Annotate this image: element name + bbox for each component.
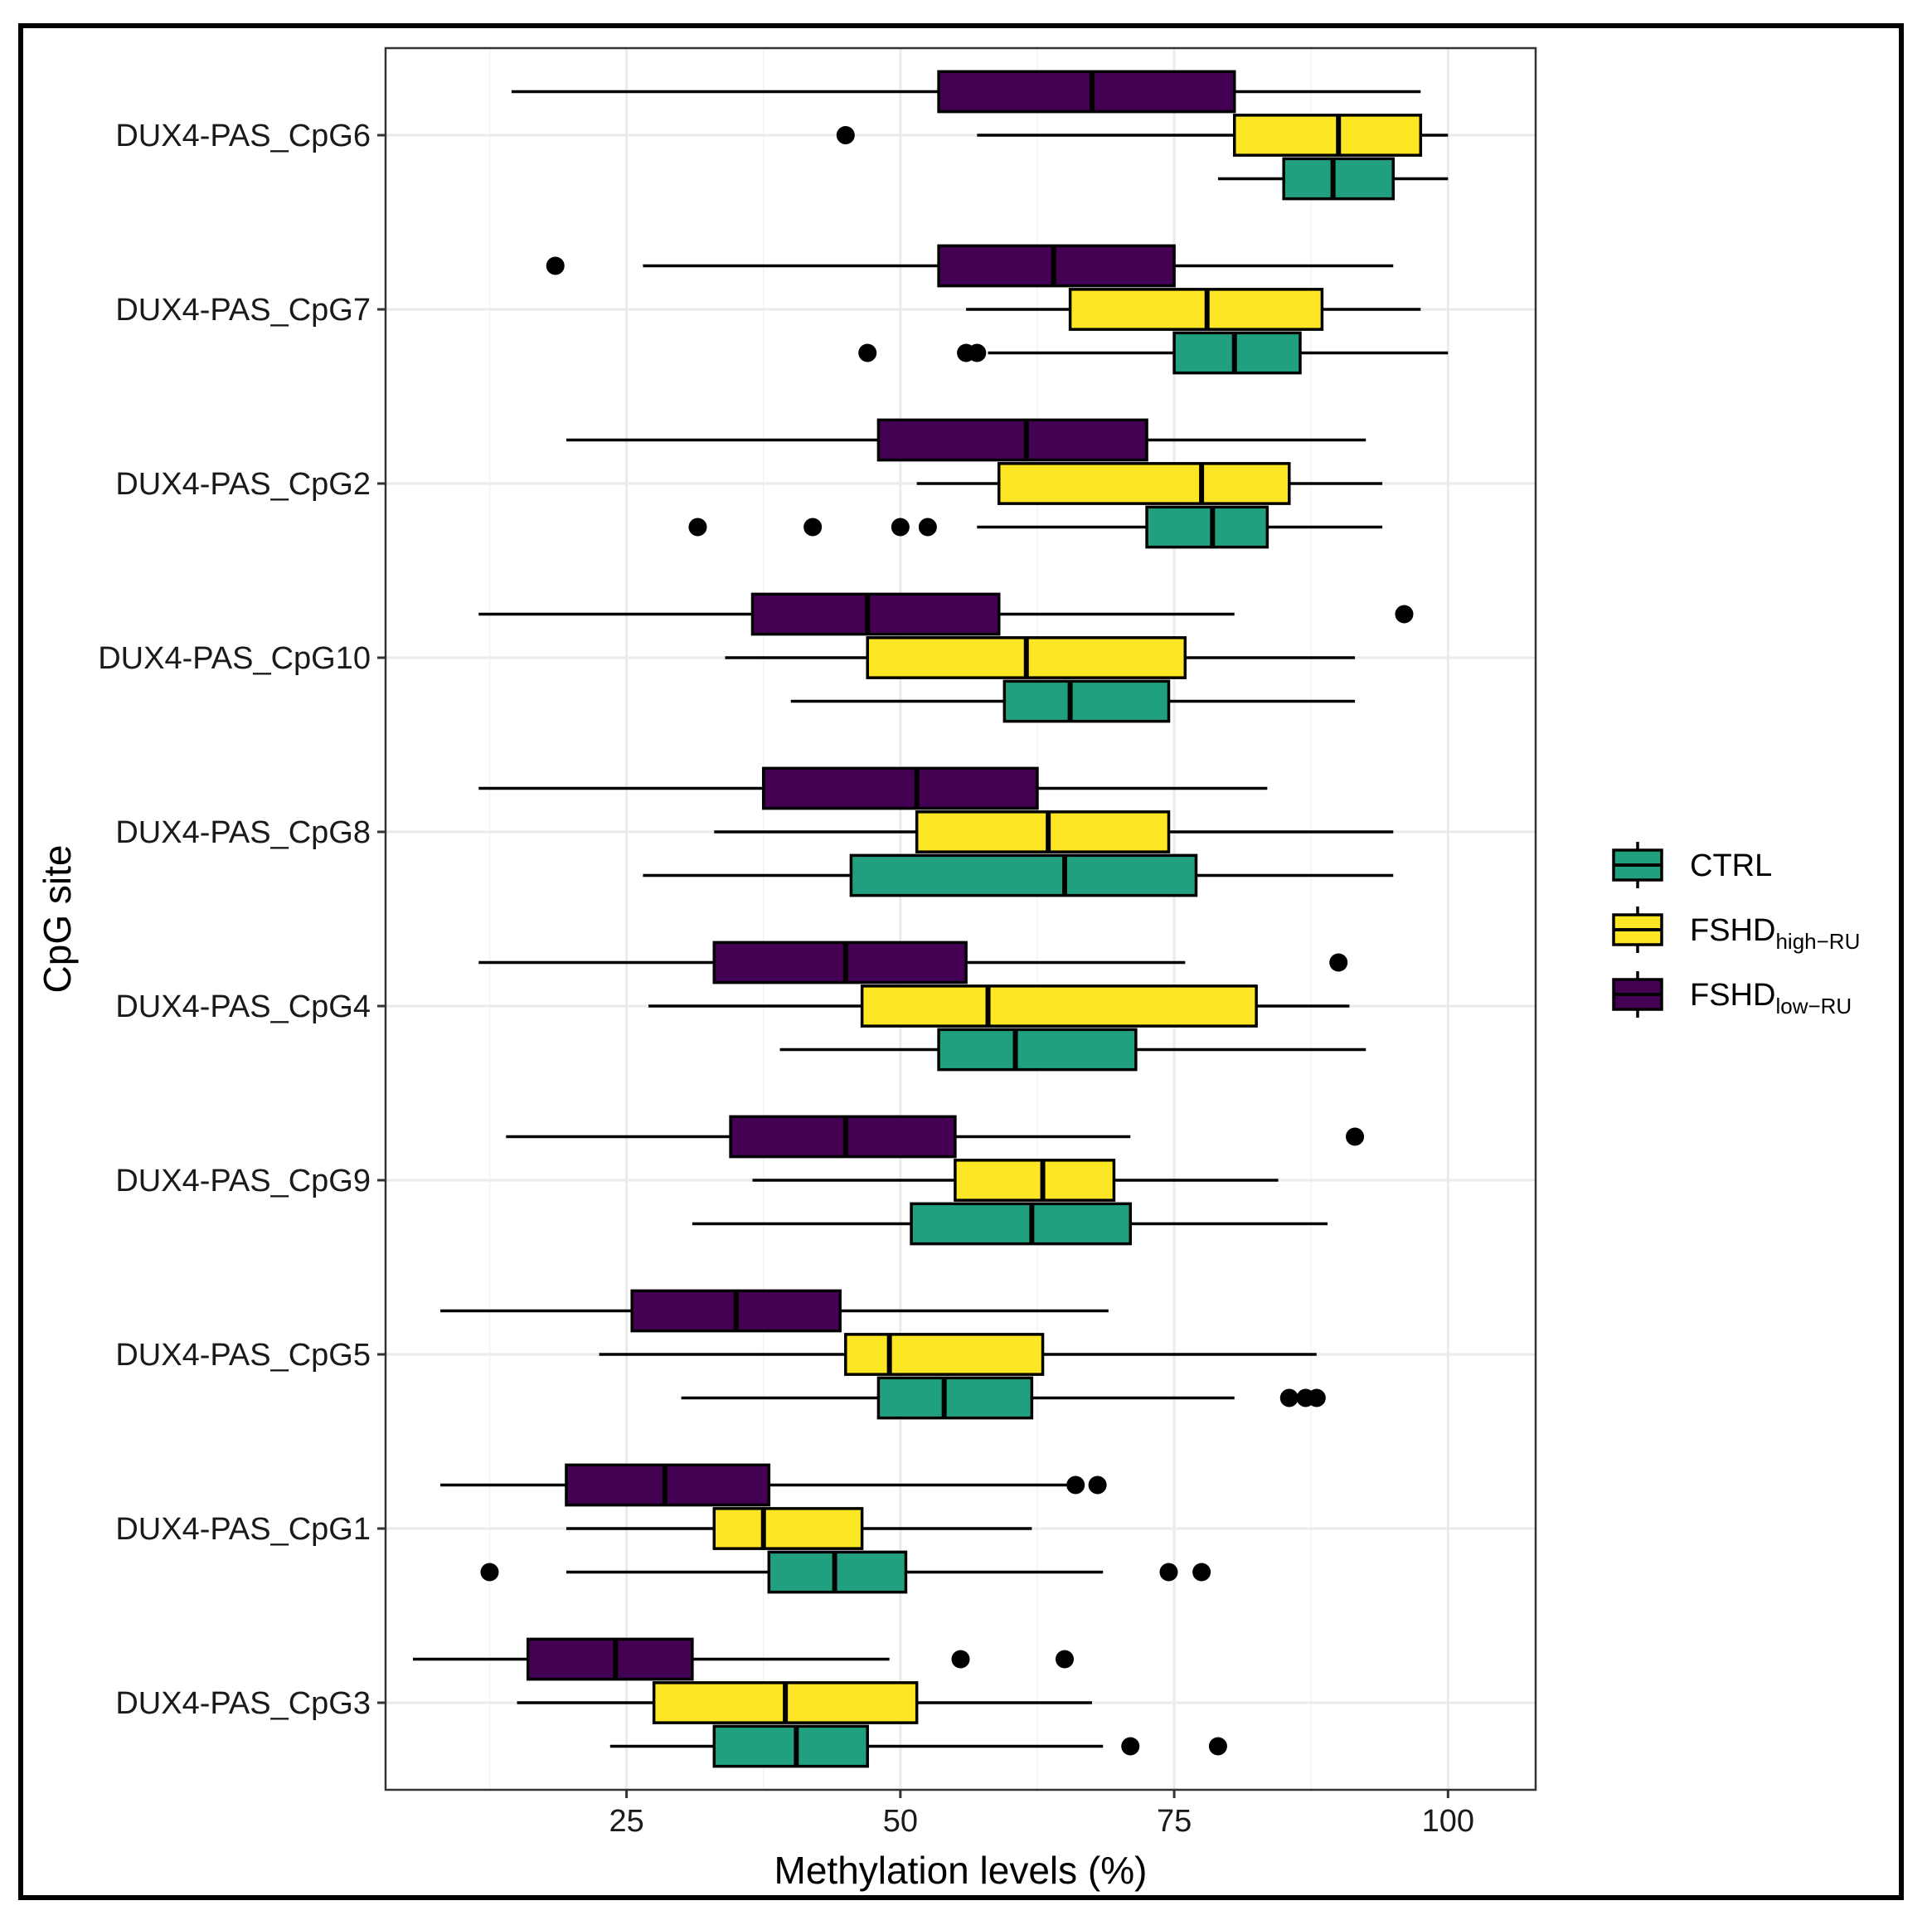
box-fshd_low xyxy=(750,592,1001,636)
box-fshd_high xyxy=(954,1159,1116,1202)
outlier-point xyxy=(951,1650,970,1669)
box-group-DUX4-PAS_CpG4 xyxy=(478,941,1366,1072)
box-fshd_low xyxy=(761,766,1039,810)
outlier-point xyxy=(1055,1650,1074,1669)
outlier-point xyxy=(968,343,987,362)
x-tick-label: 25 xyxy=(609,1804,643,1839)
box-group-DUX4-PAS_CpG6 xyxy=(511,70,1449,201)
outlier-point xyxy=(918,518,937,537)
box-group-DUX4-PAS_CpG9 xyxy=(506,1115,1365,1246)
outlier-point xyxy=(1208,1737,1227,1756)
y-axis-title: CpG site xyxy=(36,845,79,994)
box-fshd_high xyxy=(915,810,1171,853)
box-group xyxy=(413,70,1449,1768)
box-fshd_high xyxy=(712,1507,864,1550)
outlier-point xyxy=(1088,1475,1107,1495)
box-ctrl xyxy=(712,1724,869,1768)
outlier-point xyxy=(688,518,707,537)
box-fshd_low xyxy=(565,1463,771,1507)
box-ctrl xyxy=(910,1202,1132,1246)
x-tick-label: 75 xyxy=(1157,1804,1192,1839)
legend-label: FSHDlow−RU xyxy=(1690,978,1852,1018)
box-group-DUX4-PAS_CpG7 xyxy=(546,244,1449,375)
y-tick-label: DUX4-PAS_CpG1 xyxy=(115,1512,371,1547)
box-fshd_low xyxy=(729,1115,957,1159)
box-fshd_high xyxy=(997,462,1291,505)
box-fshd_low xyxy=(526,1637,694,1681)
outlier-point xyxy=(836,126,855,144)
outlier-point xyxy=(1121,1737,1140,1756)
box-ctrl xyxy=(1002,679,1171,723)
outlier-point xyxy=(803,518,823,537)
box-ctrl xyxy=(767,1550,908,1594)
y-tick-label: DUX4-PAS_CpG4 xyxy=(115,989,371,1024)
y-tick-label: DUX4-PAS_CpG3 xyxy=(115,1686,371,1721)
outlier-point xyxy=(1395,605,1414,624)
x-tick-labels: 25 50 75 100 xyxy=(609,1790,1474,1839)
outlier-point xyxy=(1307,1388,1326,1407)
box-fshd_low xyxy=(937,244,1176,288)
box-ctrl xyxy=(1172,331,1302,375)
y-tick-label: DUX4-PAS_CpG2 xyxy=(115,467,371,502)
y-tick-label: DUX4-PAS_CpG9 xyxy=(115,1164,371,1198)
box-fshd_high xyxy=(860,984,1258,1028)
outlier-point xyxy=(1192,1563,1211,1582)
x-tick-label: 50 xyxy=(883,1804,918,1839)
outlier-point xyxy=(480,1563,499,1582)
box-ctrl xyxy=(849,853,1198,897)
legend-item-fshd_low: FSHDlow−RU xyxy=(1612,971,1852,1018)
plot-panel-border xyxy=(384,46,1537,1791)
box-ctrl xyxy=(1145,505,1269,549)
box-fshd_high xyxy=(1232,114,1423,157)
box-group-DUX4-PAS_CpG8 xyxy=(478,766,1394,897)
box-fshd_high xyxy=(1068,288,1324,331)
y-tick-label: DUX4-PAS_CpG6 xyxy=(115,119,371,153)
box-fshd_low xyxy=(712,941,968,984)
outlier-point xyxy=(546,256,565,275)
x-axis-title: Methylation levels (%) xyxy=(774,1849,1148,1892)
y-tick-label: DUX4-PAS_CpG8 xyxy=(115,815,371,850)
box-fshd_low xyxy=(876,418,1148,462)
outlier-point xyxy=(1066,1475,1085,1495)
outlier-point xyxy=(858,343,877,362)
legend-item-fshd_high: FSHDhigh−RU xyxy=(1612,907,1860,954)
y-tick-label: DUX4-PAS_CpG7 xyxy=(115,293,371,328)
y-tick-label: DUX4-PAS_CpG5 xyxy=(115,1338,371,1373)
box-fshd_low xyxy=(937,70,1236,114)
box-ctrl xyxy=(876,1376,1034,1420)
box-group-DUX4-PAS_CpG2 xyxy=(566,418,1383,549)
outlier-point xyxy=(1346,1127,1365,1146)
legend: CTRL FSHDhigh−RU FSHDlow−RU xyxy=(1612,842,1860,1018)
box-fshd_high xyxy=(844,1333,1045,1376)
box-ctrl xyxy=(937,1028,1138,1072)
outlier-point xyxy=(1279,1388,1299,1407)
box-group-DUX4-PAS_CpG3 xyxy=(413,1637,1227,1768)
box-group-DUX4-PAS_CpG10 xyxy=(478,592,1414,723)
box-group-DUX4-PAS_CpG5 xyxy=(440,1289,1326,1420)
x-tick-label: 100 xyxy=(1422,1804,1474,1839)
box-ctrl xyxy=(1282,157,1396,201)
outlier-point xyxy=(1329,953,1348,972)
outlier-point xyxy=(891,518,910,537)
y-tick-labels: DUX4-PAS_CpG6 DUX4-PAS_CpG7 DUX4-PAS_CpG2 D… xyxy=(98,119,386,1721)
legend-item-ctrl: CTRL xyxy=(1612,842,1772,888)
legend-label: CTRL xyxy=(1690,848,1772,883)
box-group-DUX4-PAS_CpG1 xyxy=(440,1463,1211,1594)
legend-label: FSHDhigh−RU xyxy=(1690,913,1860,954)
y-tick-label: DUX4-PAS_CpG10 xyxy=(98,641,371,676)
outlier-point xyxy=(1159,1563,1178,1582)
